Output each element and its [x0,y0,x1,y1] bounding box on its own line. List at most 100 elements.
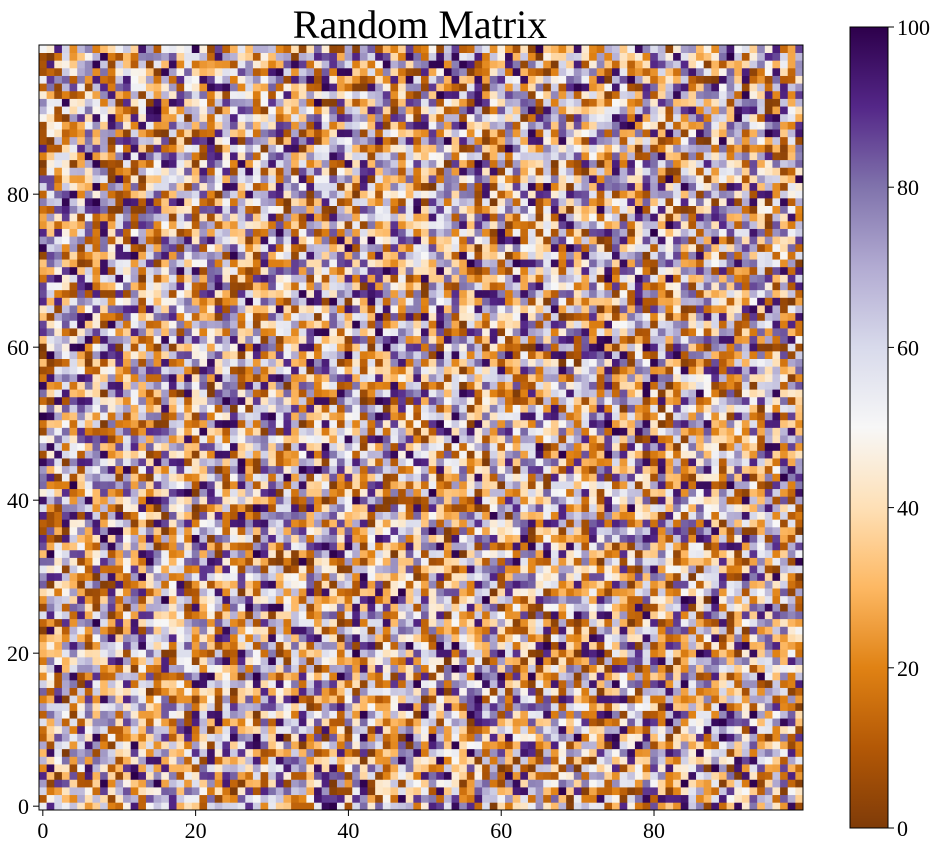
heatmap-cell [528,657,536,665]
heatmap-cell [131,466,139,474]
heatmap-cell [704,619,712,627]
heatmap-cell [497,695,505,703]
heatmap-cell [551,711,559,719]
heatmap-cell [612,573,620,581]
heatmap-cell [559,772,567,780]
heatmap-cell [406,802,414,810]
heatmap-cell [750,672,758,680]
heatmap-cell [261,695,269,703]
heatmap-cell [268,619,276,627]
heatmap-cell [306,680,314,688]
heatmap-cell [429,711,437,719]
heatmap-cell [337,695,345,703]
heatmap-cell [161,603,169,611]
heatmap-cell [513,443,521,451]
heatmap-cell [482,581,490,589]
heatmap-cell [299,787,307,795]
heatmap-cell [322,496,330,504]
heatmap-cell [635,749,643,757]
heatmap-cell [62,619,70,627]
heatmap-cell [765,450,773,458]
heatmap-cell [665,649,673,657]
heatmap-cell [612,512,620,520]
heatmap-cell [490,542,498,550]
heatmap-cell [154,435,162,443]
heatmap-cell [207,573,215,581]
heatmap-cell [497,481,505,489]
heatmap-cell [268,519,276,527]
heatmap-cell [505,695,513,703]
heatmap-cell [253,619,261,627]
heatmap-cell [177,619,185,627]
heatmap-cell [696,473,704,481]
heatmap-cell [627,626,635,634]
heatmap-cell [413,527,421,535]
heatmap-cell [436,688,444,696]
heatmap-cell [253,496,261,504]
heatmap-cell [452,718,460,726]
heatmap-cell [199,565,207,573]
heatmap-cell [406,443,414,451]
heatmap-cell [85,519,93,527]
heatmap-cell [696,504,704,512]
heatmap-cell [146,749,154,757]
heatmap-cell [322,741,330,749]
heatmap-cell [177,711,185,719]
heatmap-cell [551,535,559,543]
heatmap-cell [85,802,93,810]
heatmap-cell [62,672,70,680]
heatmap-cell [352,802,360,810]
heatmap-cell [757,619,765,627]
heatmap-cell [528,734,536,742]
heatmap-cell [551,428,559,436]
heatmap-cell [299,680,307,688]
heatmap-cell [520,450,528,458]
heatmap-cell [513,550,521,558]
heatmap-cell [39,795,47,803]
heatmap-cell [711,703,719,711]
heatmap-cell [727,512,735,520]
heatmap-cell [436,466,444,474]
heatmap-cell [459,581,467,589]
heatmap-cell [574,428,582,436]
heatmap-cell [559,619,567,627]
heatmap-cell [673,435,681,443]
heatmap-cell [665,519,673,527]
heatmap-cell [436,581,444,589]
heatmap-cell [482,726,490,734]
heatmap-cell [505,588,513,596]
heatmap-cell [665,764,673,772]
heatmap-cell [62,458,70,466]
heatmap-cell [245,688,253,696]
heatmap-cell [704,726,712,734]
heatmap-cell [268,603,276,611]
heatmap-cell [490,703,498,711]
heatmap-cell [368,481,376,489]
heatmap-cell [92,802,100,810]
heatmap-cell [184,626,192,634]
heatmap-cell [452,619,460,627]
heatmap-cell [47,802,55,810]
heatmap-cell [528,619,536,627]
heatmap-cell [108,749,116,757]
heatmap-cell [795,581,803,589]
heatmap-cell [383,680,391,688]
heatmap-cell [421,703,429,711]
heatmap-cell [635,772,643,780]
heatmap-cell [673,519,681,527]
heatmap-cell [54,756,62,764]
heatmap-cell [115,527,123,535]
heatmap-cell [146,795,154,803]
heatmap-cell [635,519,643,527]
heatmap-cell [665,466,673,474]
heatmap-cell [482,626,490,634]
heatmap-cell [795,688,803,696]
heatmap-cell [536,535,544,543]
heatmap-cell [505,435,513,443]
heatmap-cell [604,779,612,787]
heatmap-cell [238,596,246,604]
heatmap-cell [643,527,651,535]
heatmap-cell [765,741,773,749]
heatmap-cell [360,565,368,573]
heatmap-cell [47,779,55,787]
